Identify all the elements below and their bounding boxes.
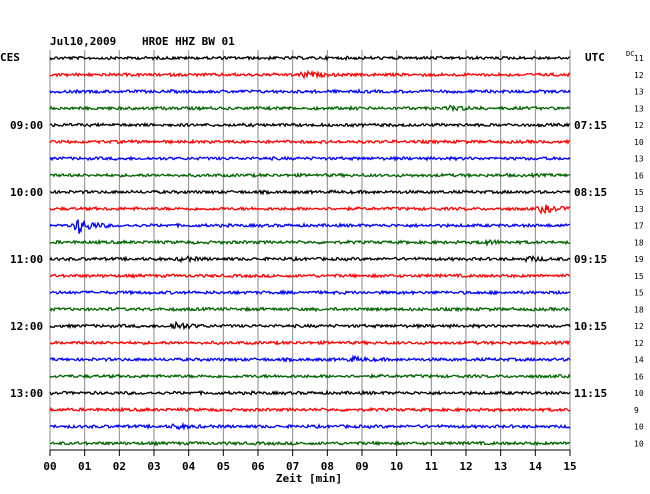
trace-line [49,155,571,162]
dc-value: 10 [634,423,644,432]
x-tick-label: 00 [43,460,56,473]
right-time-label: 07:15 [574,119,607,132]
dc-value: 9 [634,406,639,415]
x-axis: 00 01 02 03 04 05 06 07 08 09 10 11 12 13 14 15 [43,449,577,473]
dc-value: 16 [634,372,644,381]
right-time-label: 08:15 [574,186,607,199]
dc-value: 13 [634,88,644,97]
dc-value: 16 [634,171,644,180]
trace-line [49,69,571,80]
dc-value: 15 [634,188,644,197]
dc-value: 12 [634,71,644,80]
left-zone-label: CES [0,51,20,64]
x-tick-label: 11 [425,460,439,473]
dc-value: 10 [634,138,644,147]
dc-value: 18 [634,305,644,314]
x-tick-label: 10 [390,460,403,473]
left-time-label: 10:00 [10,186,43,199]
trace-line [49,254,571,264]
trace-line [49,88,571,95]
x-tick-label: 05 [217,460,230,473]
left-time-label: 11:00 [10,253,43,266]
grid-lines [49,50,571,450]
dc-label: DC [626,50,634,58]
x-tick-label: 03 [147,460,160,473]
trace-line [49,320,571,331]
right-zone-label: UTC [585,51,605,64]
trace-line [49,354,571,363]
trace-line [49,373,571,380]
dc-value: 13 [634,155,644,164]
x-tick-label: 14 [529,460,543,473]
x-tick-label: 02 [113,460,126,473]
trace-line [49,218,571,234]
dc-value: 11 [634,54,644,63]
dc-value: 19 [634,255,644,264]
dc-value: 12 [634,322,644,331]
trace-line [49,138,571,145]
left-time-label: 09:00 [10,119,43,132]
trace-line [49,204,571,215]
trace-line [49,272,571,279]
trace-line [49,339,571,346]
x-tick-label: 15 [563,460,576,473]
trace-line [49,440,571,447]
trace-line [49,171,571,179]
dc-value: 15 [634,289,644,298]
dc-value: 12 [634,121,644,130]
date-label: Jul10,2009 [50,35,116,48]
dc-value: 12 [634,339,644,348]
trace-line [49,54,571,62]
left-time-label: 13:00 [10,387,43,400]
trace-line [49,189,571,196]
right-time-label: 10:15 [574,320,607,333]
left-time-label: 12:00 [10,320,43,333]
trace-line [49,406,571,413]
x-tick-label: 07 [286,460,299,473]
trace-line [49,121,571,129]
x-tick-label: 08 [321,460,334,473]
dc-value: 13 [634,205,644,214]
dc-value: 15 [634,272,644,281]
trace-line [49,238,571,248]
x-axis-title: Zeit [min] [276,472,342,485]
dc-values: 11 12 13 13 12 10 13 16 15 13 17 18 19 15 15 18 12 12 14 16… [634,54,644,448]
right-time-labels: 07:15 08:15 09:15 10:15 11:15 [574,119,607,400]
dc-value: 10 [634,439,644,448]
right-time-label: 11:15 [574,387,607,400]
trace-line [49,104,571,113]
trace-line [49,305,571,313]
x-tick-label: 04 [182,460,196,473]
right-time-label: 09:15 [574,253,607,266]
dc-value: 18 [634,238,644,247]
x-tick-label: 09 [355,460,368,473]
trace-line [49,421,571,431]
dc-value: 14 [634,356,644,365]
dc-value: 10 [634,389,644,398]
trace-line [49,289,571,296]
dc-value: 17 [634,222,644,231]
left-time-labels: 09:00 10:00 11:00 12:00 13:00 [10,119,43,400]
x-tick-label: 01 [78,460,92,473]
station-label: HROE HHZ BW 01 [142,35,235,48]
traces-group [49,54,571,447]
trace-line [49,389,571,397]
x-tick-label: 13 [494,460,507,473]
x-tick-label: 06 [251,460,265,473]
x-tick-label: 12 [459,460,472,473]
dc-value: 13 [634,104,644,113]
